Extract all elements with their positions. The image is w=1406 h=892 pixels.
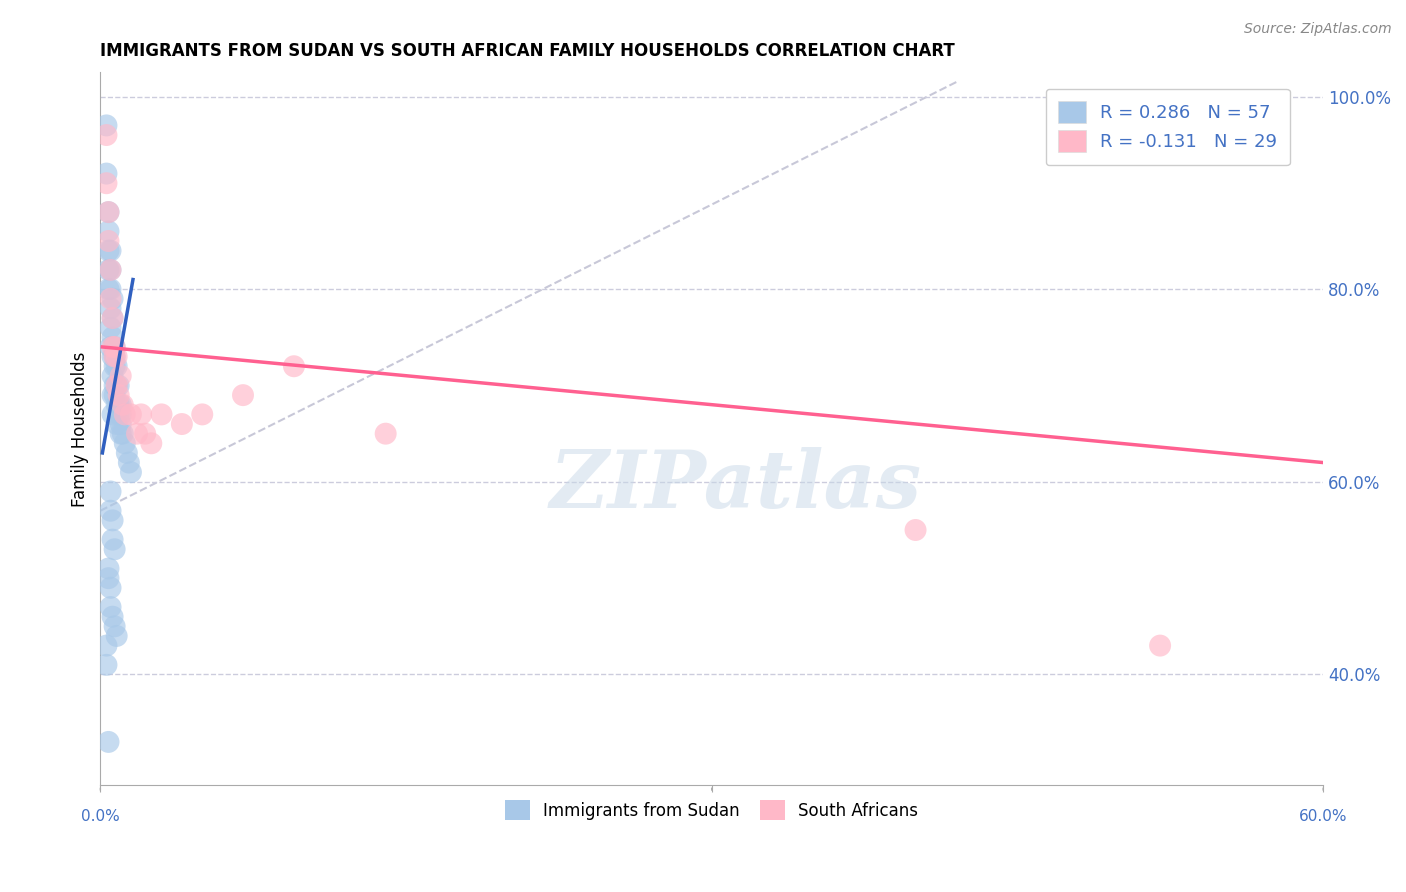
Point (104, 340, 127, 354)
Point (110, 398, 132, 412)
Point (120, 408, 142, 422)
Point (97, 224, 120, 238)
Point (101, 368, 124, 383)
Text: 0.0%: 0.0% (82, 809, 120, 824)
Point (101, 292, 124, 306)
Point (904, 523, 927, 537)
Point (111, 426, 134, 441)
Point (141, 436, 163, 450)
Point (101, 340, 124, 354)
Legend: R = 0.286   N = 57, R = -0.131   N = 29: R = 0.286 N = 57, R = -0.131 N = 29 (1046, 88, 1289, 165)
Point (107, 408, 129, 422)
Point (96, 657, 118, 672)
Point (96, 176, 118, 190)
Point (97, 205, 120, 219)
Point (100, 504, 122, 518)
Point (104, 378, 127, 392)
Point (150, 408, 173, 422)
Point (125, 426, 148, 441)
Point (105, 378, 128, 392)
Point (129, 408, 152, 422)
Point (107, 398, 129, 412)
Point (105, 398, 128, 412)
Point (104, 359, 127, 374)
Text: Source: ZipAtlas.com: Source: ZipAtlas.com (1244, 22, 1392, 37)
Point (104, 619, 127, 633)
Point (97, 735, 120, 749)
Point (232, 388, 254, 402)
Point (134, 426, 156, 441)
Point (104, 542, 127, 557)
Point (101, 609, 124, 624)
Point (100, 581, 122, 595)
Point (105, 350, 128, 364)
Point (96, 167, 118, 181)
Point (101, 350, 124, 364)
Point (170, 417, 193, 431)
Point (100, 320, 122, 334)
Point (118, 456, 141, 470)
Y-axis label: Family Households: Family Households (72, 351, 89, 507)
Point (107, 378, 129, 392)
Point (100, 263, 122, 277)
Point (101, 311, 124, 326)
Point (100, 263, 122, 277)
Point (114, 436, 136, 450)
Point (100, 600, 122, 615)
Point (120, 465, 142, 479)
Point (101, 388, 124, 402)
Point (283, 359, 305, 374)
Point (105, 359, 128, 374)
Point (105, 417, 128, 431)
Point (101, 330, 124, 344)
Point (101, 513, 124, 527)
Point (101, 408, 124, 422)
Point (97, 263, 120, 277)
Point (97, 244, 120, 258)
Point (97, 561, 120, 575)
Point (374, 426, 396, 441)
Point (104, 388, 127, 402)
Point (101, 533, 124, 547)
Point (104, 350, 127, 364)
Point (97, 571, 120, 585)
Point (111, 398, 134, 412)
Point (191, 408, 214, 422)
Point (96, 119, 118, 133)
Point (97, 234, 120, 248)
Point (110, 417, 132, 431)
Point (97, 205, 120, 219)
Point (100, 244, 122, 258)
Text: ZIPatlas: ZIPatlas (550, 447, 922, 524)
Point (100, 484, 122, 499)
Point (1149, 639, 1171, 653)
Point (105, 629, 128, 643)
Point (104, 350, 127, 364)
Point (101, 311, 124, 326)
Point (97, 282, 120, 296)
Point (114, 408, 136, 422)
Point (100, 282, 122, 296)
Point (115, 446, 138, 460)
Point (104, 340, 127, 354)
Point (100, 292, 122, 306)
Point (110, 368, 132, 383)
Point (100, 301, 122, 316)
Point (110, 426, 132, 441)
Point (105, 378, 128, 392)
Point (100, 340, 122, 354)
Point (96, 128, 118, 142)
Point (107, 388, 129, 402)
Point (96, 639, 118, 653)
Point (110, 408, 132, 422)
Text: IMMIGRANTS FROM SUDAN VS SOUTH AFRICAN FAMILY HOUSEHOLDS CORRELATION CHART: IMMIGRANTS FROM SUDAN VS SOUTH AFRICAN F… (100, 42, 955, 60)
Text: 60.0%: 60.0% (1299, 809, 1347, 824)
